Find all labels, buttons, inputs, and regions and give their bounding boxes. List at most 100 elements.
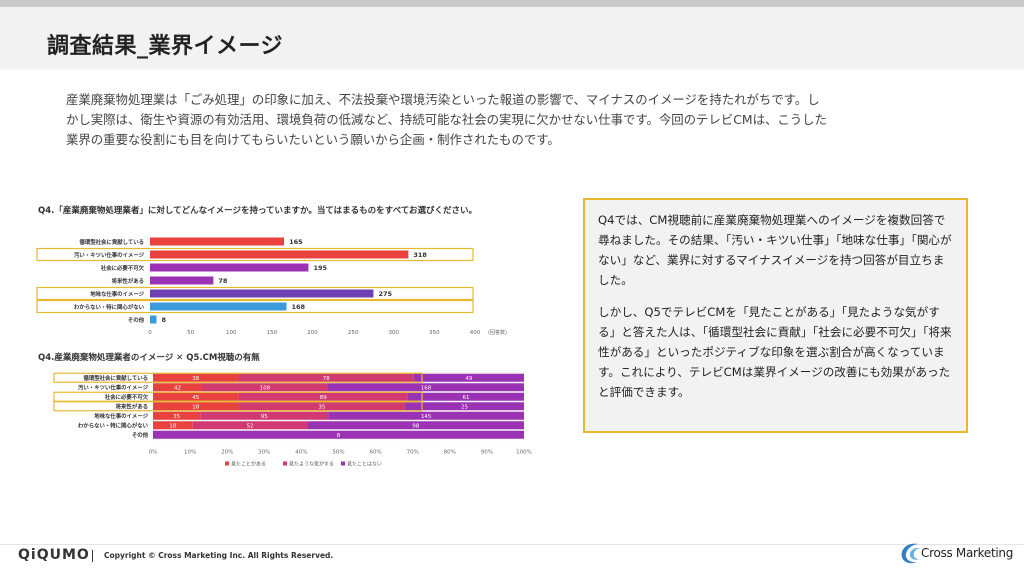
callout-paragraph-2: しかし、Q5でテレビCMを「見たことがある」「見たような気がする」と答えた人は、… bbox=[598, 305, 952, 399]
chart2-value-label: 89 bbox=[320, 395, 327, 401]
chart2-segment bbox=[328, 411, 524, 420]
chart1-tick-label: 0 bbox=[148, 330, 152, 336]
chart2-value-label: 61 bbox=[462, 395, 469, 401]
chart2-segment bbox=[238, 373, 414, 382]
chart1-category-label: 将来性がある bbox=[112, 277, 144, 285]
chart2-value-label: 45 bbox=[192, 395, 199, 401]
chart1-value-label: 8 bbox=[162, 316, 167, 324]
copyright-text: Copyright © Cross Marketing Inc. All Rig… bbox=[104, 551, 334, 560]
chart1-value-label: 195 bbox=[313, 264, 327, 272]
chart2-value-label: 108 bbox=[260, 385, 271, 391]
chart2-segment bbox=[407, 392, 524, 401]
chart1-tick-label: 150 bbox=[267, 330, 278, 336]
chart1-bar bbox=[150, 289, 374, 298]
top-accent-bar bbox=[0, 0, 1024, 7]
chart2-value-label: 145 bbox=[421, 414, 432, 420]
chart2-value-label: 8 bbox=[337, 433, 341, 439]
chart1-highlight-box bbox=[36, 299, 474, 314]
chart2-value-label: 25 bbox=[461, 404, 468, 410]
chart2-value-label: 38 bbox=[192, 376, 199, 382]
chart1-value-label: 318 bbox=[413, 251, 427, 259]
chart1-tick-label: 350 bbox=[429, 330, 440, 336]
chart1-bar bbox=[150, 302, 287, 311]
chart2-value-label: 49 bbox=[465, 376, 472, 382]
chart2-tick-label: 100% bbox=[516, 450, 532, 456]
chart2-segment bbox=[307, 421, 524, 430]
chart2-tick-label: 40% bbox=[295, 450, 307, 456]
chart1-bar bbox=[150, 263, 309, 272]
chart1-category-label: その他 bbox=[128, 316, 145, 324]
chart2-value-label: 42 bbox=[174, 385, 181, 391]
chart1-value-label: 275 bbox=[378, 290, 392, 298]
chart2-category-label: 社会に必要不可欠 bbox=[104, 393, 149, 401]
chart2-segment bbox=[200, 411, 329, 420]
cross-marketing-logo-icon bbox=[901, 543, 920, 564]
footer-divider bbox=[0, 544, 1024, 545]
chart1-tick-label: 200 bbox=[307, 330, 318, 336]
chart1-category-label: わからない・特に関心がない bbox=[74, 303, 145, 311]
chart2-svg: 循環型社会に貢献している 38 78 49 汚い・キツい仕事のイメージ 42 108 168 社… bbox=[53, 372, 532, 468]
chart2-legend-label: 見たような気がする bbox=[289, 461, 334, 468]
qiqumo-logo: QiQUMO bbox=[18, 547, 90, 563]
chart2-tick-label: 90% bbox=[481, 450, 493, 456]
chart1-value-label: 165 bbox=[289, 238, 303, 246]
chart1-category-label: 循環型社会に貢献している bbox=[79, 238, 144, 246]
chart1-bar bbox=[150, 250, 409, 259]
chart1-tick-label: 100 bbox=[226, 330, 237, 336]
chart1-tick-label: 50 bbox=[187, 330, 194, 336]
chart1-tick-label: 250 bbox=[348, 330, 359, 336]
chart2-legend-swatch bbox=[341, 461, 345, 466]
chart2-value-label: 35 bbox=[173, 414, 180, 420]
chart2-segment bbox=[153, 411, 201, 420]
chart2-category-label: 汚い・キツい仕事のイメージ bbox=[78, 383, 149, 391]
chart1-category-label: 社会に必要不可欠 bbox=[100, 264, 145, 272]
chart2-value-label: 18 bbox=[192, 404, 199, 410]
chart2-title: Q4.産業廃棄物処理業者のイメージ ✕ Q5.CM視聴の有無 bbox=[38, 353, 260, 363]
chart2-legend-swatch bbox=[225, 461, 229, 466]
chart2-category-label: わからない・特に関心がない bbox=[78, 421, 149, 429]
chart2-value-label: 95 bbox=[261, 414, 268, 420]
chart2-value-label: 98 bbox=[412, 423, 419, 429]
chart2-segment bbox=[153, 392, 239, 401]
intro-text: 産業廃棄物処理業は「ごみ処理」の印象に加え、不法投棄や環境汚染といった報道の影響… bbox=[66, 90, 966, 150]
title-band bbox=[0, 7, 1024, 69]
chart1-svg: 循環型社会に貢献している 165 汚い・キツい仕事のイメージ 318 社会に必要不可欠 1… bbox=[36, 237, 507, 336]
intro-line: かし実際は、衛生や資源の有効活用、環境負荷の低減など、持続可能な社会の実現に欠か… bbox=[66, 112, 827, 127]
chart2-value-label: 35 bbox=[318, 404, 325, 410]
chart2-value-label: 18 bbox=[169, 423, 176, 429]
chart1-title: Q4.「産業廃棄物処理業者」に対してどんなイメージを持っていますか。当てはまるも… bbox=[38, 206, 477, 216]
company-name: Cross Marketing bbox=[921, 546, 1014, 560]
chart2-tick-label: 50% bbox=[332, 450, 344, 456]
chart2-value-label: 78 bbox=[323, 376, 330, 382]
chart2-tick-label: 0% bbox=[149, 450, 158, 456]
chart2-segment bbox=[238, 402, 406, 411]
chart2-category-label: 地味な仕事のイメージ bbox=[94, 412, 148, 420]
chart2-tick-label: 30% bbox=[258, 450, 270, 456]
chart2-segment bbox=[328, 383, 524, 392]
chart1-highlight-box bbox=[36, 247, 474, 262]
chart1-category-label: 汚い・キツい仕事のイメージ bbox=[74, 251, 145, 259]
chart1-unit-label: (回答数) bbox=[488, 329, 507, 336]
chart1-tick-label: 400 bbox=[470, 330, 481, 336]
chart1-value-label: 168 bbox=[292, 303, 306, 311]
chart2-highlight-box bbox=[53, 372, 423, 383]
callout-paragraph-1: Q4では、CM視聴前に産業廃棄物処理業へのイメージを複数回答で尋ねました。その結… bbox=[598, 213, 952, 287]
chart2-segment bbox=[413, 373, 524, 382]
summary-callout: Q4では、CM視聴前に産業廃棄物処理業へのイメージを複数回答で尋ねました。その結… bbox=[583, 198, 968, 433]
chart2-legend-label: 見たことはない bbox=[347, 461, 382, 468]
chart1-value-label: 78 bbox=[218, 277, 228, 285]
chart1-tick-label: 300 bbox=[389, 330, 400, 336]
chart1-bar bbox=[150, 315, 157, 324]
chart2-tick-label: 80% bbox=[444, 450, 456, 456]
chart1-bar bbox=[150, 276, 214, 285]
chart2-segment bbox=[238, 392, 408, 401]
page-title: 調査結果_業界イメージ bbox=[47, 34, 284, 59]
chart2-value-label: 52 bbox=[247, 423, 254, 429]
chart2-tick-label: 60% bbox=[369, 450, 381, 456]
chart1-highlight-box bbox=[36, 286, 474, 301]
chart2-category-label: 将来性がある bbox=[116, 402, 148, 410]
chart1-category-label: 地味な仕事のイメージ bbox=[90, 290, 144, 298]
chart2-tick-label: 10% bbox=[184, 450, 196, 456]
chart2-segment bbox=[202, 383, 328, 392]
intro-line: 業界の重要な役割にも目を向けてもらいたいという願いから企画・制作されたものです。 bbox=[66, 132, 560, 147]
